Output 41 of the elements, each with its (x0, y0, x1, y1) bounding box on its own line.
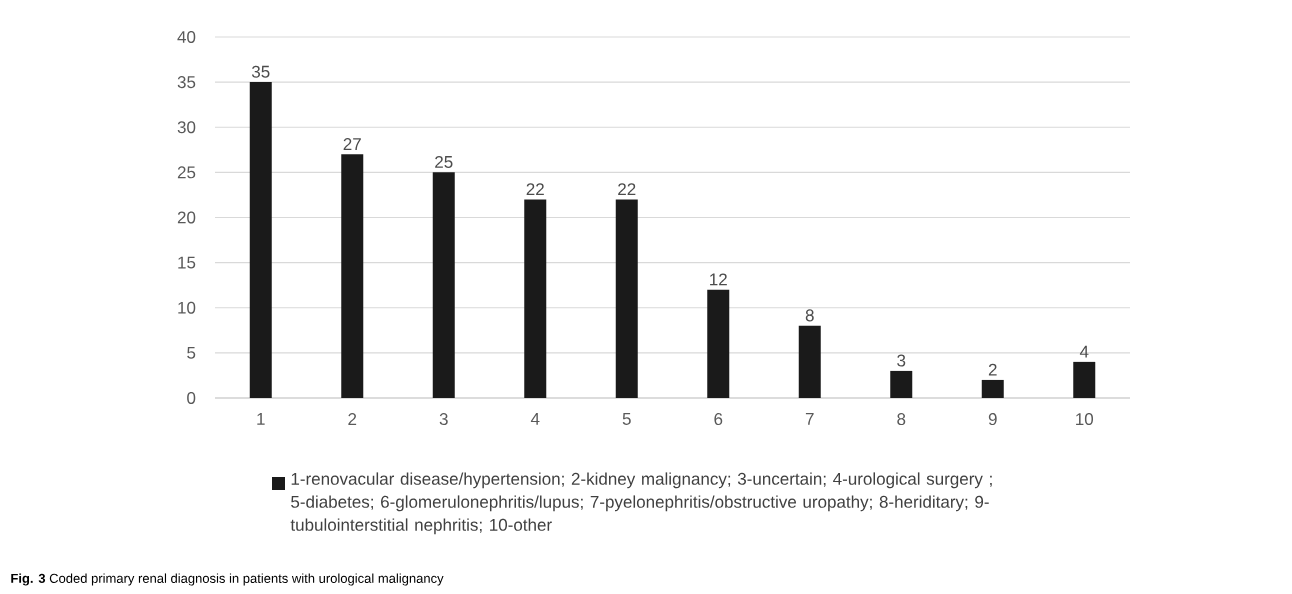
x-tick-label: 8 (897, 413, 906, 426)
y-tick-label: 0 (187, 391, 196, 404)
x-tick-label: 3 (439, 413, 448, 426)
data-label: 35 (251, 65, 270, 78)
data-label: 22 (618, 183, 636, 196)
y-tick-label: 40 (177, 30, 196, 43)
y-tick-label: 30 (177, 121, 196, 134)
bar (432, 172, 455, 398)
bar (890, 370, 913, 398)
x-tick-label: 5 (622, 413, 631, 425)
bar (615, 199, 638, 398)
x-tick-label: 2 (348, 413, 357, 425)
y-tick-label: 20 (177, 211, 196, 224)
data-label: 22 (526, 183, 544, 196)
data-label: 25 (435, 155, 453, 168)
bar (341, 154, 364, 398)
x-tick-label: 7 (805, 413, 814, 425)
data-label: 27 (343, 138, 361, 150)
text: Fig. 3 Coded primary renal diagnosis in patients with urological malignancy (11, 573, 444, 586)
data-label: 12 (710, 273, 727, 286)
y-tick-label: 15 (178, 256, 196, 269)
bar (524, 199, 547, 398)
legend-label: 1-renovacular disease/hypertension; 2-kidney malignancy; 3-uncertain; 4-urological surgery ; 5-diabetes; 6-glomerulonephritis/lupus; 7-pyelonephritis/obstructive uropathy; 8-heriditary; 9-tubulointerstitial nephritis; 10-other (290, 472, 992, 535)
bar (707, 289, 730, 398)
x-tick-label: 6 (714, 413, 723, 426)
data-label: 4 (1079, 345, 1089, 358)
y-tick-label: 10 (178, 301, 196, 314)
data-label: 3 (897, 354, 906, 367)
x-tick-label: 4 (530, 413, 540, 425)
data-label: 2 (988, 363, 997, 376)
x-tick-label: 9 (988, 413, 997, 426)
x-tick-label: 1 (257, 413, 265, 425)
x-tick-label: 10 (1076, 413, 1094, 426)
y-tick-label: 25 (177, 166, 196, 179)
bar (249, 82, 272, 398)
data-label: 8 (805, 309, 814, 322)
y-tick-label: 35 (177, 76, 196, 89)
bar (1073, 361, 1096, 398)
bar (798, 325, 821, 398)
bar (981, 379, 1004, 398)
y-tick-label: 5 (187, 346, 196, 359)
